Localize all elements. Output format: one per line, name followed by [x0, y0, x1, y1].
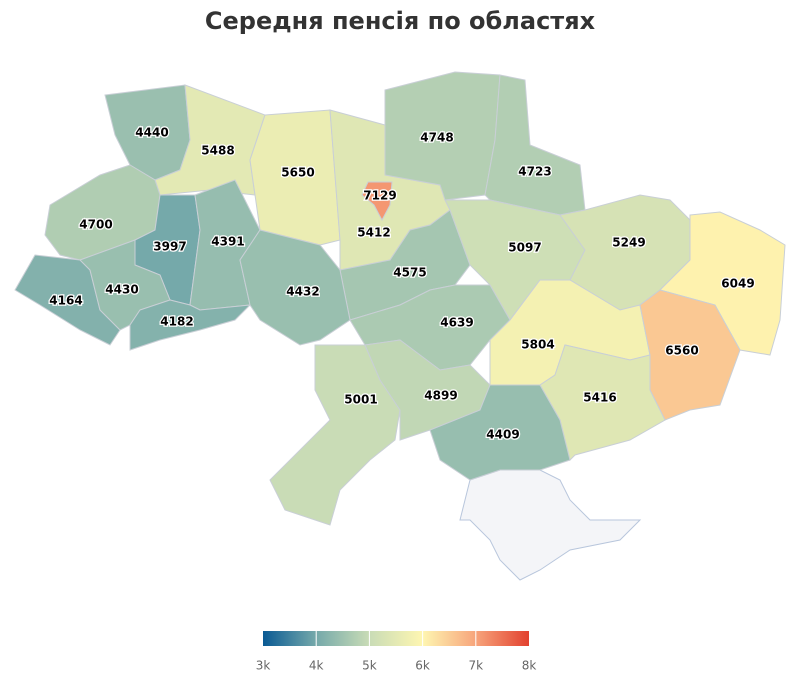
value-label: 5097: [508, 241, 541, 255]
region: [429, 384, 571, 481]
chart-title: Середня пенсія по областях: [205, 7, 596, 35]
value-label: 3997: [153, 240, 186, 254]
tick-label: 8k: [522, 659, 537, 673]
color-legend: 3k 4k 5k 6k 7k 8k: [256, 631, 537, 673]
value-label: 4440: [135, 126, 168, 140]
value-label: 4409: [486, 428, 519, 442]
value-label: 4575: [393, 266, 426, 280]
value-label: 5488: [201, 144, 234, 158]
region: [384, 71, 501, 201]
region: [639, 289, 741, 421]
value-label: 5650: [281, 166, 314, 180]
tick-label: 4k: [309, 659, 324, 673]
value-label: 4182: [160, 315, 193, 329]
region: [659, 211, 786, 356]
value-label: 4899: [424, 389, 457, 403]
value-label: 6560: [665, 344, 698, 358]
tick-label: 3k: [256, 659, 271, 673]
value-label: 4432: [286, 285, 319, 299]
value-label: 4748: [420, 131, 453, 145]
value-label: 4723: [518, 165, 551, 179]
tick-label: 5k: [362, 659, 377, 673]
value-label: 6049: [721, 277, 754, 291]
value-label: 5416: [583, 391, 616, 405]
value-label: 4700: [79, 218, 112, 232]
color-bar: [263, 631, 529, 646]
value-label: 4164: [49, 294, 82, 308]
region: [129, 299, 252, 351]
value-label: 4391: [211, 235, 244, 249]
tick-label: 7k: [469, 659, 484, 673]
labels: 4440 5488 5650 7129 5412 4748 4723 4700 3997 4391…: [48, 124, 756, 443]
region: [239, 229, 351, 346]
value-label: 7129: [363, 189, 396, 203]
region: [361, 181, 393, 222]
value-label: 4639: [440, 316, 473, 330]
tick-label: 6k: [415, 659, 430, 673]
regions: [14, 71, 786, 526]
crimea: [459, 469, 642, 581]
value-label: 5804: [521, 338, 554, 352]
value-label: 4430: [105, 283, 138, 297]
region: [484, 74, 586, 216]
value-label: 5412: [357, 226, 390, 240]
value-label: 5001: [344, 393, 377, 407]
value-label: 5249: [612, 236, 645, 250]
